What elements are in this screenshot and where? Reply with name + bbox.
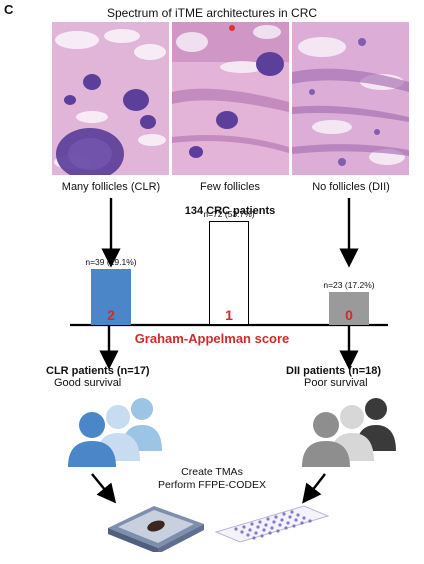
clr-group: CLR patients (n=17) Good survival [46, 365, 186, 389]
arrow-clr-to-tma [91, 473, 117, 504]
bar-data-label: n=39 (29.1%) [85, 257, 137, 267]
score-tick-label: 1 [225, 307, 233, 323]
caption-many-follicles: Many follicles (CLR) [61, 181, 161, 193]
bar-score-2 [91, 269, 131, 325]
tma-block-icon [108, 506, 204, 552]
score-axis-label: Graham-Appelman score [134, 331, 290, 346]
caption-few-follicles: Few follicles [200, 181, 260, 193]
arrow-dii-to-codex [302, 473, 326, 504]
tma-line-1: Create TMAs [181, 466, 243, 478]
score-tick-label: 2 [107, 307, 115, 323]
dii-group-subtitle: Poor survival [304, 377, 368, 389]
bar-score-0 [329, 292, 369, 325]
caption-no-follicles: No follicles (DII) [312, 181, 390, 193]
bar-data-label: n=72 (53.7%) [203, 209, 255, 219]
clr-group-title: CLR patients (n=17) [46, 365, 150, 377]
bar-data-label: n=23 (17.2%) [323, 280, 375, 290]
bar-score-1 [209, 221, 249, 325]
cohort-label: 134 CRC patients [184, 205, 276, 217]
panel-label: C [4, 2, 14, 17]
clr-group-subtitle: Good survival [54, 377, 122, 389]
dii-patients-icon [302, 398, 396, 467]
codex-slide-icon [214, 505, 330, 543]
score-tick-label: 0 [345, 307, 353, 323]
clr-patients-icon [68, 398, 162, 467]
figure-title: Spectrum of iTME architectures in CRC [106, 6, 318, 20]
histology-image-few-follicles [172, 22, 289, 175]
histology-image-many-follicles [52, 22, 169, 175]
histology-image-no-follicles [292, 22, 409, 175]
tma-line-2: Perform FFPE-CODEX [158, 479, 266, 491]
dii-group: DII patients (n=18) Poor survival [286, 365, 424, 389]
dii-group-title: DII patients (n=18) [286, 365, 382, 377]
